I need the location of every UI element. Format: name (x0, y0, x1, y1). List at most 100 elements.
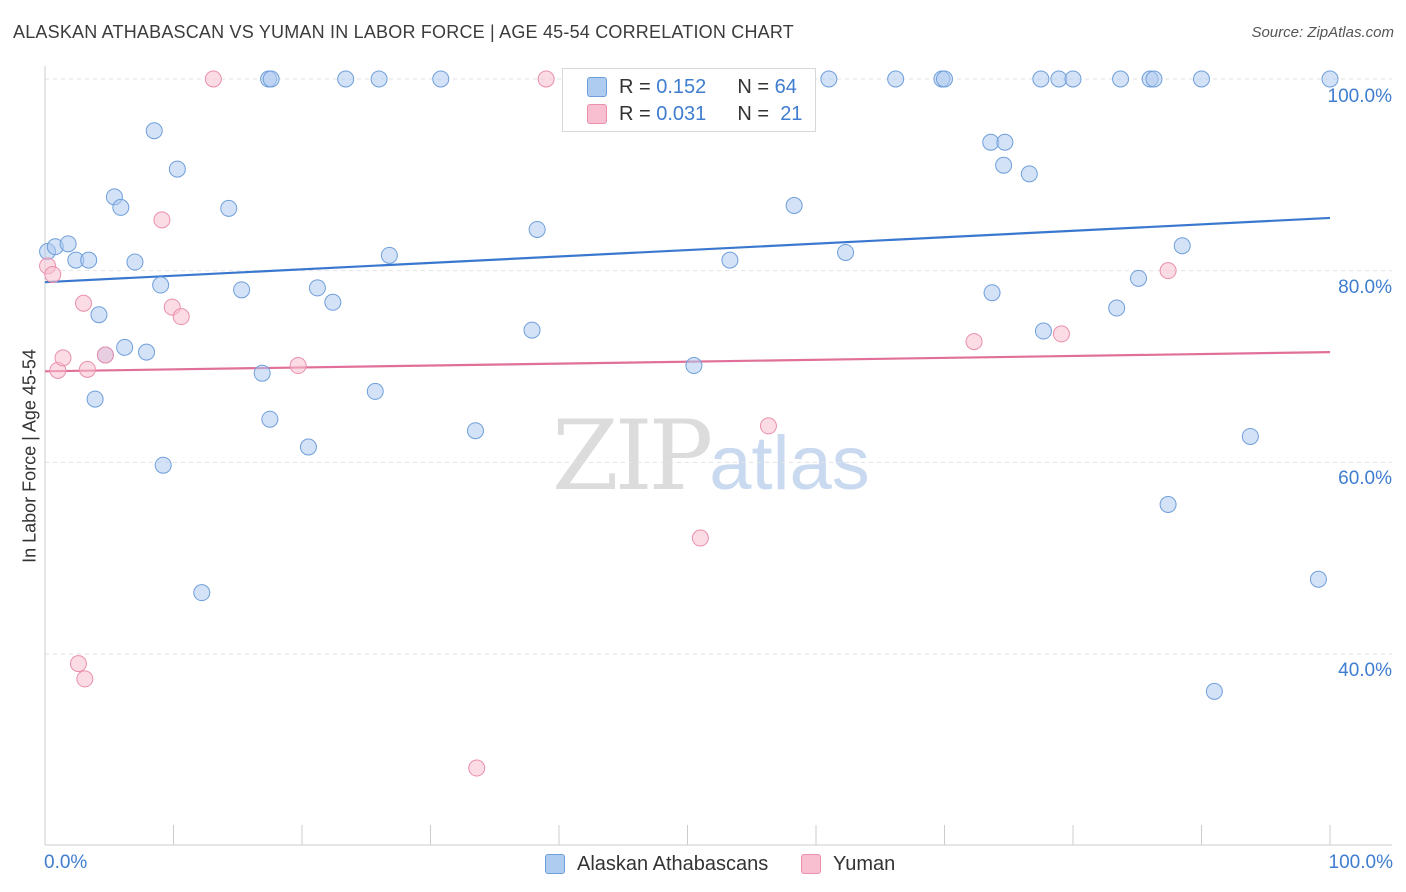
blue-data-point (528, 220, 546, 238)
blue-data-point (1321, 70, 1339, 88)
pink-data-point (44, 266, 62, 283)
blue-data-point (983, 284, 1001, 302)
blue-data-point (1159, 496, 1177, 513)
blue-data-point (380, 246, 398, 264)
blue-data-point (90, 306, 108, 324)
blue-r-value: 0.152 (656, 75, 707, 98)
y-tick-label-60: 60.0% (1338, 468, 1392, 489)
pink-swatch (801, 854, 821, 874)
blue-data-point (1241, 427, 1259, 445)
blue-data-point (685, 357, 703, 375)
blue-data-point (262, 70, 280, 88)
blue-data-point (837, 243, 855, 261)
blue-data-point (308, 279, 326, 297)
blue-data-point (233, 281, 251, 299)
blue-data-point (523, 321, 541, 339)
blue-data-point (1145, 70, 1163, 88)
blue-data-point (324, 293, 342, 311)
pink-data-point (204, 70, 222, 88)
blue-data-point (59, 235, 77, 253)
bottom-legend-blue-label: Alaskan Athabascans (577, 852, 769, 875)
pink-data-point (1052, 325, 1070, 343)
blue-data-point (1193, 70, 1210, 88)
pink-data-point (78, 360, 96, 378)
blue-data-point (253, 364, 271, 382)
pink-data-point (1159, 262, 1177, 280)
chart-title: ALASKAN ATHABASCAN VS YUMAN IN LABOR FOR… (13, 22, 794, 42)
pink-data-point (289, 357, 307, 375)
blue-data-point (1064, 70, 1082, 88)
pink-data-point (153, 211, 171, 229)
pink-data-point (54, 349, 72, 367)
blue-swatch (545, 854, 565, 874)
pink-data-point (69, 655, 87, 673)
y-tick-label-100: 100.0% (1327, 86, 1392, 107)
pink-data-point (468, 759, 486, 777)
blue-data-point (1034, 322, 1052, 340)
blue-data-point (996, 133, 1014, 151)
blue-data-point (1020, 165, 1038, 183)
n-label: N = (737, 75, 770, 98)
blue-data-point (936, 70, 953, 88)
blue-data-point (887, 70, 905, 88)
r-label: R = (619, 75, 651, 98)
blue-data-point (1309, 570, 1327, 588)
source-label: Source: ZipAtlas.com (1251, 24, 1394, 41)
blue-data-point (1108, 299, 1126, 317)
axes (44, 66, 1392, 846)
blue-data-point (86, 390, 104, 408)
pink-swatch (587, 104, 607, 124)
blue-data-point (1130, 269, 1148, 287)
pink-data-point (691, 529, 709, 547)
stats-legend: R = 0.152 N = 64 R = 0.031 N = 21 (562, 68, 816, 132)
blue-data-point (995, 156, 1013, 174)
watermark: ZIPatlas (552, 400, 870, 512)
r-label: R = (619, 102, 651, 125)
bottom-legend-blue: Alaskan Athabascans (545, 851, 768, 877)
blue-data-point (1173, 237, 1191, 255)
blue-data-point (145, 122, 163, 140)
blue-data-point (168, 160, 186, 178)
blue-data-point (721, 251, 739, 269)
blue-data-point (337, 70, 355, 88)
blue-data-point (1205, 682, 1223, 700)
n-label: N = (737, 102, 770, 125)
blue-data-point (820, 70, 838, 88)
blue-data-point (299, 438, 317, 456)
blue-data-point (116, 338, 134, 356)
data-points (39, 70, 1339, 777)
blue-data-point (1050, 70, 1068, 88)
blue-data-point (1112, 70, 1130, 88)
pink-data-point (96, 346, 114, 364)
watermark-atlas: atlas (709, 421, 870, 506)
blue-data-point (466, 422, 484, 440)
x-tick-label-max: 100.0% (1328, 852, 1393, 873)
blue-data-point (138, 343, 156, 361)
blue-trend-line (44, 216, 1331, 284)
blue-data-point (370, 70, 388, 88)
bottom-legend-pink: Yuman (801, 851, 895, 877)
blue-data-point (193, 584, 211, 602)
blue-data-point (154, 456, 172, 474)
blue-swatch (587, 77, 607, 97)
blue-data-point (261, 410, 279, 428)
pink-n-value: 21 (780, 102, 803, 125)
blue-data-point (152, 276, 170, 294)
gridlines (45, 78, 1392, 655)
blue-data-point (80, 251, 98, 269)
blue-data-point (785, 197, 803, 214)
y-tick-label-80: 80.0% (1338, 277, 1392, 298)
watermark-zip: ZIP (552, 400, 713, 512)
blue-data-point (432, 70, 450, 88)
blue-data-point (112, 198, 130, 216)
pink-data-point (965, 333, 983, 351)
y-tick-label-40: 40.0% (1338, 660, 1392, 681)
pink-r-value: 0.031 (656, 102, 707, 125)
legend-row-blue: R = 0.152 N = 64 (587, 74, 797, 100)
bottom-legend-pink-label: Yuman (833, 852, 896, 875)
pink-data-point (537, 70, 555, 88)
pink-data-point (75, 294, 93, 312)
blue-data-point (220, 199, 238, 217)
pink-data-point (76, 670, 94, 688)
